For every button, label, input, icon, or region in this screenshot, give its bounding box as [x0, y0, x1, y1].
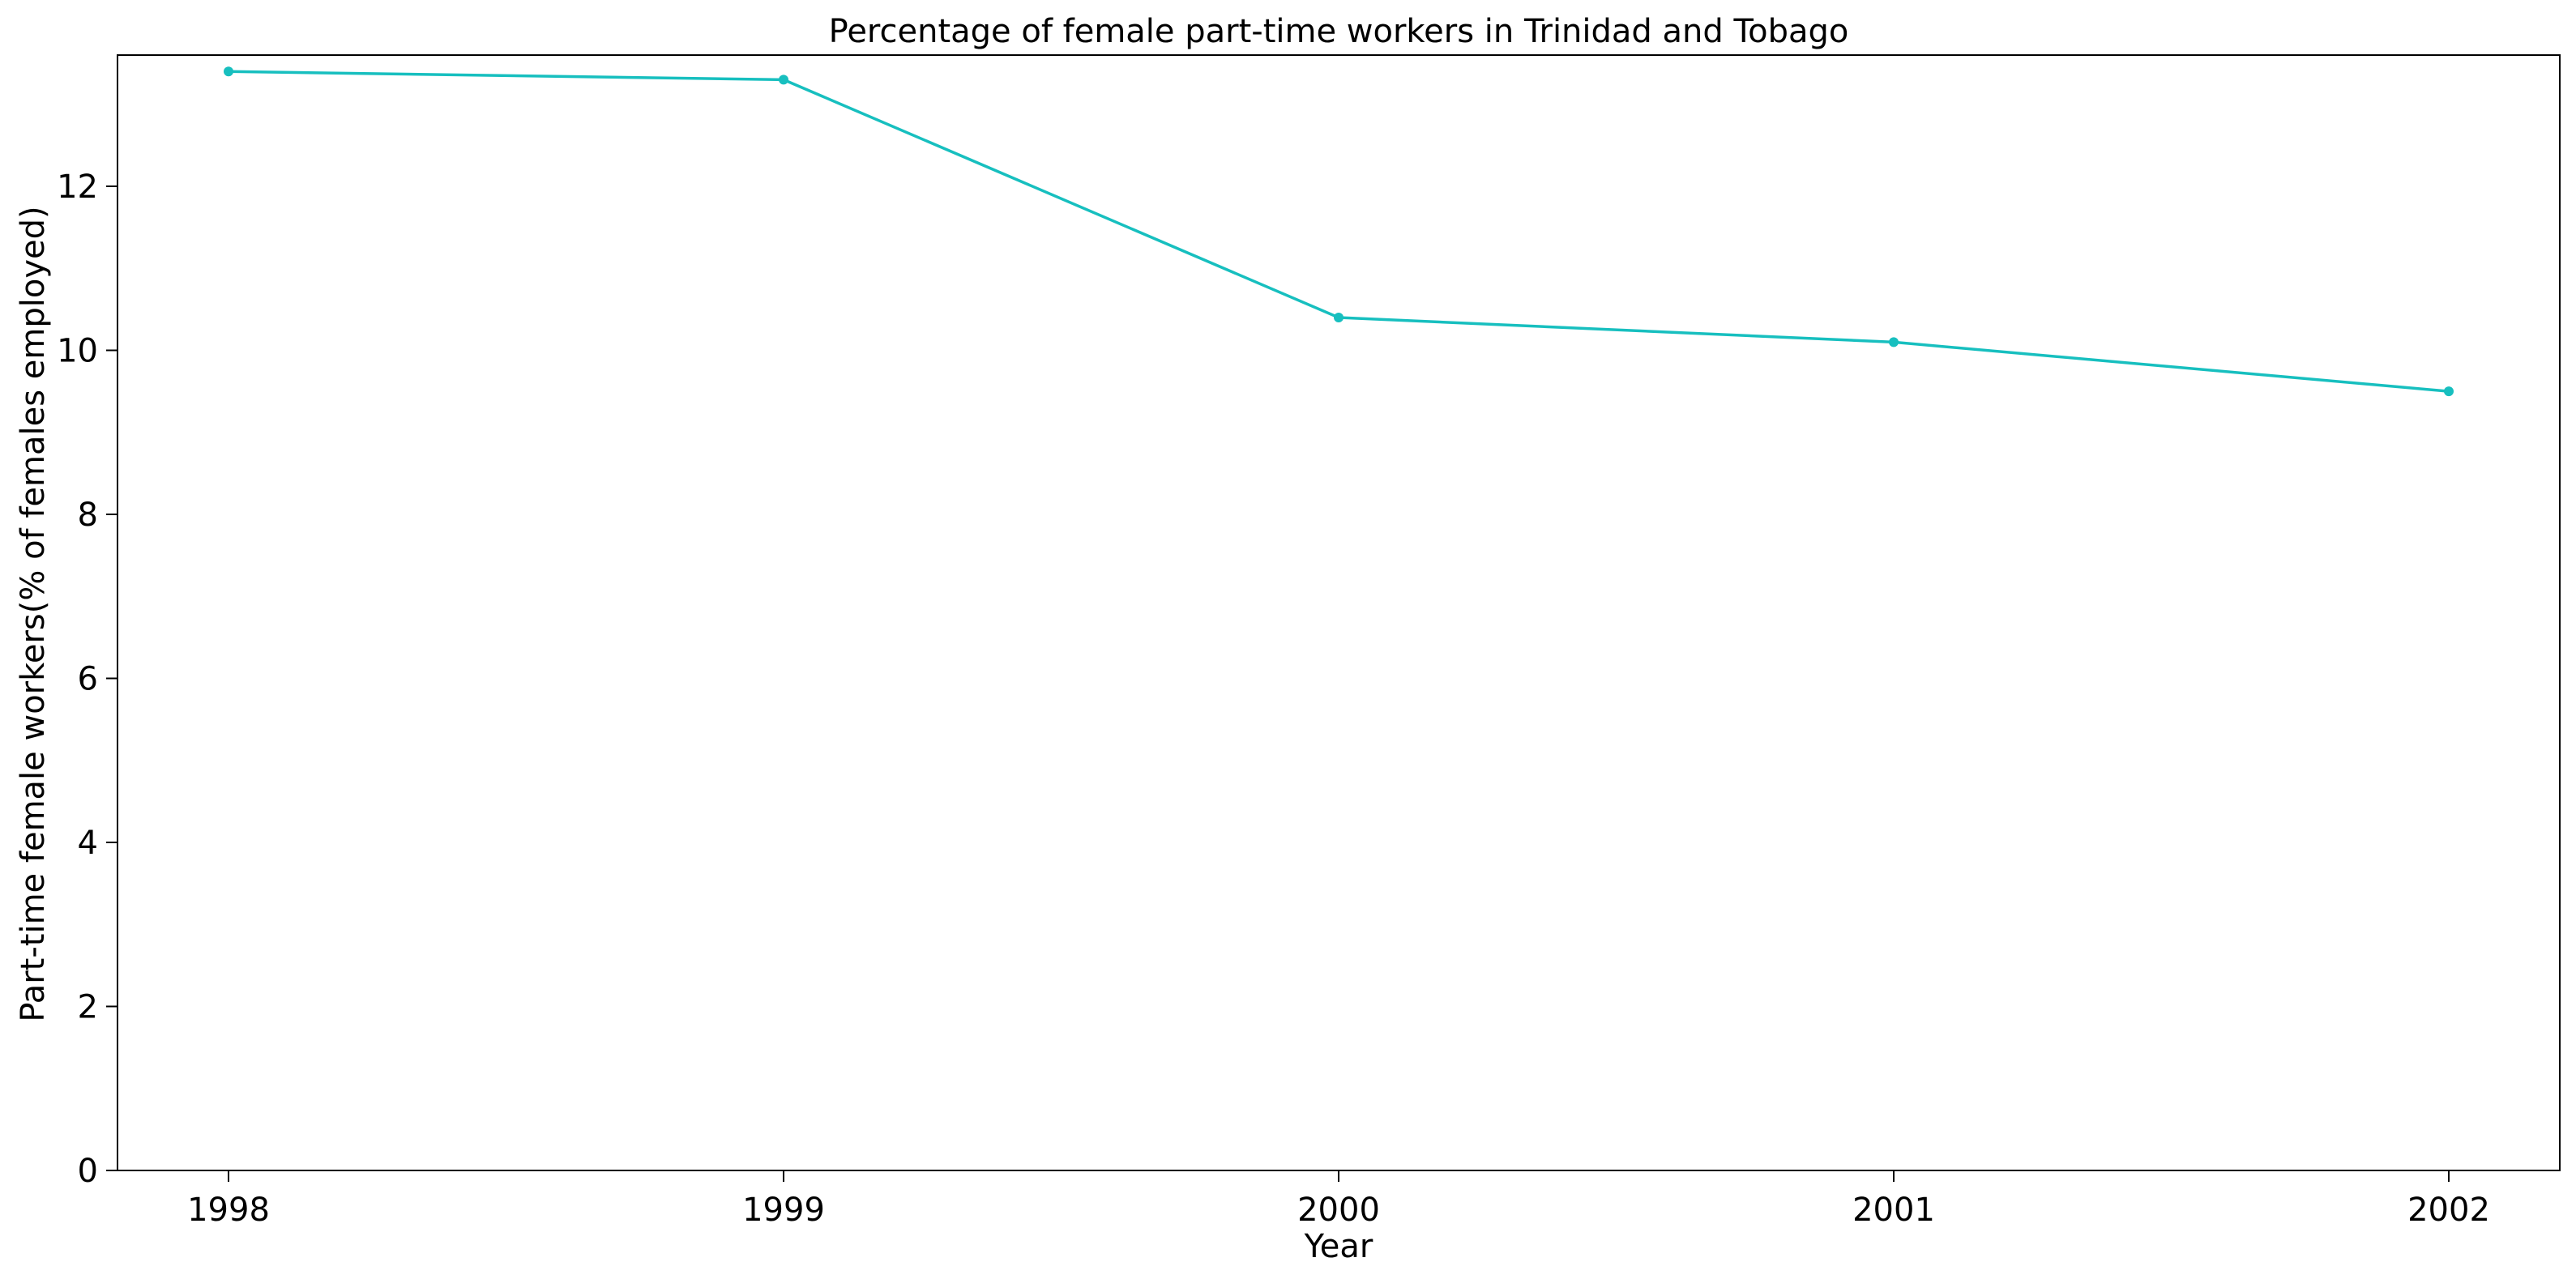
y-axis: 0 2 4 6 8 10 12	[57, 168, 117, 1190]
chart-title: Percentage of female part-time workers i…	[829, 13, 1849, 50]
data-point	[1889, 337, 1899, 347]
x-tick-label: 2001	[1852, 1192, 1935, 1229]
y-tick-label: 10	[57, 333, 98, 370]
x-tick-label: 1998	[187, 1192, 270, 1229]
series-group	[224, 66, 2454, 397]
x-axis: 1998 1999 2000 2001 2002	[187, 1170, 2490, 1229]
y-tick-label: 4	[78, 825, 98, 862]
data-point	[779, 75, 788, 85]
plot-area	[117, 54, 2561, 1171]
y-axis-label: Part-time female workers(% of females em…	[15, 206, 52, 1021]
y-tick-label: 8	[78, 497, 98, 534]
y-tick-label: 12	[57, 168, 98, 206]
series-line	[228, 70, 2450, 393]
x-tick-label: 2002	[2407, 1192, 2490, 1229]
data-point	[2444, 386, 2454, 397]
plot-frame	[117, 54, 2561, 1171]
y-tick-label: 6	[78, 661, 98, 698]
x-tick-label: 1999	[742, 1192, 825, 1229]
x-tick-label: 2000	[1297, 1192, 1380, 1229]
data-point	[1334, 313, 1344, 322]
data-point	[224, 66, 233, 77]
y-tick-label: 0	[78, 1153, 98, 1190]
x-axis-label: Year	[1304, 1228, 1373, 1265]
y-tick-label: 2	[78, 989, 98, 1026]
